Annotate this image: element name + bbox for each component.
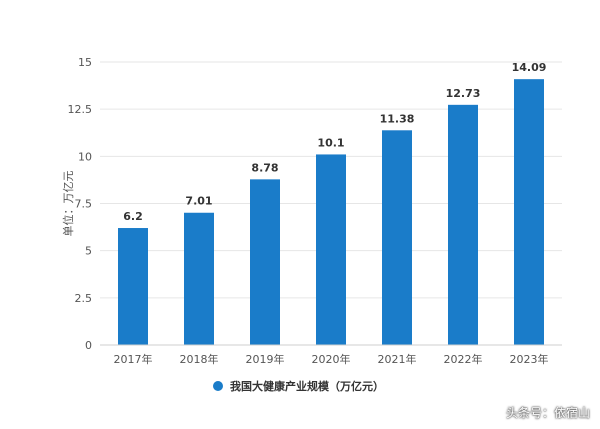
bar-value-label: 12.73: [446, 87, 481, 100]
x-tick-label: 2018年: [180, 352, 219, 366]
y-tick-label: 2.5: [75, 292, 93, 305]
bar: [316, 154, 346, 345]
x-tick-label: 2020年: [312, 352, 351, 366]
x-tick-label: 2021年: [378, 352, 417, 366]
bar-value-label: 11.38: [380, 112, 415, 125]
bar-value-label: 14.09: [512, 61, 547, 74]
x-tick-label: 2023年: [510, 352, 549, 366]
bar-value-label: 6.2: [123, 210, 143, 223]
y-tick-label: 15: [78, 56, 92, 69]
y-tick-label: 5: [85, 245, 92, 258]
y-axis-title: 单位：万亿元: [61, 171, 75, 237]
bar-value-label: 7.01: [185, 195, 212, 208]
x-axis-ticks: 2017年 2018年 2019年 2020年 2021年 2022年 2023年: [114, 352, 549, 366]
legend-marker: [213, 381, 223, 391]
x-tick-label: 2019年: [246, 352, 285, 366]
bar-value-labels: 6.2 7.01 8.78 10.1 11.38 12.73 14.09: [123, 61, 546, 223]
x-tick-label: 2022年: [444, 352, 483, 366]
y-tick-label: 7.5: [75, 198, 93, 211]
legend: 我国大健康产业规模（万亿元）: [213, 379, 384, 393]
bar-value-label: 8.78: [251, 161, 278, 174]
bar: [514, 79, 544, 345]
bar: [382, 130, 412, 345]
y-axis-ticks: 0 2.5 5 7.5 10 12.5 15: [68, 56, 93, 352]
watermark-text: 头条号：依宿山: [505, 406, 590, 420]
bar: [118, 228, 148, 345]
y-tick-label: 10: [78, 150, 92, 163]
bar-value-label: 10.1: [317, 136, 344, 149]
bar: [184, 212, 214, 345]
legend-label: 我国大健康产业规模（万亿元）: [230, 379, 384, 393]
bars: [118, 79, 544, 345]
y-tick-label: 0: [85, 339, 92, 352]
bar: [448, 104, 478, 345]
bar: [250, 179, 280, 345]
y-tick-label: 12.5: [68, 103, 93, 116]
x-tick-label: 2017年: [114, 352, 153, 366]
